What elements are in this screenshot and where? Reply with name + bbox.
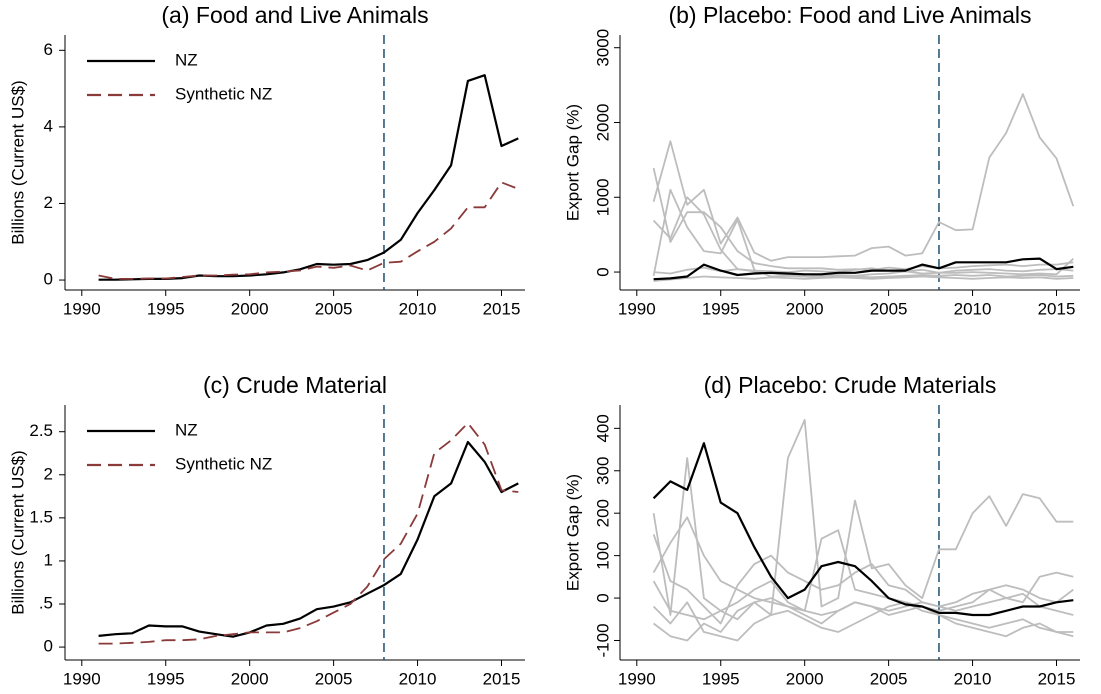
series-line <box>652 196 1074 277</box>
y-tick-label: 300 <box>593 457 612 485</box>
x-tick-label: 1990 <box>618 299 656 318</box>
y-tick-label: 1 <box>44 550 53 569</box>
x-tick-label: 1995 <box>702 669 740 688</box>
x-tick-label: 2010 <box>399 299 437 318</box>
y-axis-label: Export Gap (%) <box>563 104 582 221</box>
x-tick-label: 2000 <box>786 669 824 688</box>
legend-box <box>74 40 306 118</box>
legend-label: Synthetic NZ <box>175 454 272 473</box>
x-tick-label: 1995 <box>147 299 185 318</box>
x-tick-label: 2010 <box>954 299 992 318</box>
x-tick-label: 2015 <box>483 669 521 688</box>
x-tick-label: 2005 <box>870 669 908 688</box>
x-tick-label: 1995 <box>702 299 740 318</box>
y-axis-label: Billions (Current US$) <box>8 80 27 244</box>
series-line <box>98 422 519 645</box>
x-tick-label: 2000 <box>231 299 269 318</box>
series-line <box>653 275 1074 282</box>
y-tick-label: 6 <box>44 40 53 59</box>
legend-label: Synthetic NZ <box>175 84 272 103</box>
series-line <box>652 188 1074 279</box>
legend-label: NZ <box>175 420 198 439</box>
legend-box <box>74 410 306 488</box>
x-tick-label: 2015 <box>1038 299 1076 318</box>
series-line <box>652 419 1074 621</box>
y-tick-label: 2000 <box>593 104 612 142</box>
x-tick-label: 2005 <box>315 299 353 318</box>
panel: (b) Placebo: Food and Live Animals 1990 19… <box>563 2 1080 318</box>
series-line <box>652 601 1074 642</box>
series-line <box>652 167 1074 271</box>
y-tick-label: 200 <box>593 499 612 527</box>
x-tick-label: 1990 <box>618 669 656 688</box>
legend-label: NZ <box>175 50 198 69</box>
series-line <box>98 181 519 280</box>
series-line <box>652 534 1074 625</box>
x-tick-label: 2015 <box>483 299 521 318</box>
y-tick-label: 2 <box>44 464 53 483</box>
chart-title: (d) Placebo: Crude Materials <box>704 372 997 398</box>
y-axis-label: Export Gap (%) <box>563 474 582 591</box>
chart-title: (c) Crude Material <box>203 372 387 398</box>
x-tick-label: 2005 <box>315 669 353 688</box>
y-tick-label: 100 <box>593 541 612 569</box>
y-tick-label: -100 <box>593 623 612 657</box>
x-tick-label: 2010 <box>399 669 437 688</box>
y-tick-label: 2.5 <box>29 421 53 440</box>
series-line <box>652 580 1074 621</box>
legend: NZ Synthetic NZ <box>74 40 306 118</box>
y-tick-label: 3000 <box>593 29 612 67</box>
y-tick-label: 0 <box>44 637 53 656</box>
x-tick-label: 2000 <box>786 299 824 318</box>
x-tick-label: 1995 <box>147 669 185 688</box>
x-tick-label: 2000 <box>231 669 269 688</box>
chart-title: (b) Placebo: Food and Live Animals <box>668 2 1031 28</box>
y-tick-label: 400 <box>593 414 612 442</box>
y-tick-label: 1000 <box>593 178 612 216</box>
x-tick-label: 1990 <box>63 669 101 688</box>
x-tick-label: 2010 <box>954 669 992 688</box>
y-tick-label: 4 <box>44 116 53 135</box>
series-line <box>652 516 1074 612</box>
series-line <box>98 440 519 638</box>
legend: NZ Synthetic NZ <box>74 410 306 488</box>
x-tick-label: 2005 <box>870 299 908 318</box>
y-axis-label: Billions (Current US$) <box>8 450 27 614</box>
x-tick-label: 2015 <box>1038 669 1076 688</box>
y-tick-label: 0 <box>593 267 612 276</box>
series-line <box>652 93 1075 262</box>
y-tick-label: 0 <box>44 270 53 289</box>
y-tick-label: 2 <box>44 193 53 212</box>
y-tick-label: .5 <box>39 593 53 612</box>
chart-title: (a) Food and Live Animals <box>161 2 428 28</box>
y-tick-label: 1.5 <box>29 507 53 526</box>
y-tick-label: 0 <box>593 593 612 602</box>
panel: (a) Food and Live Animals 1990 1995 2000 200… <box>8 2 525 318</box>
series-line <box>653 257 1074 281</box>
x-tick-label: 1990 <box>63 299 101 318</box>
series-line <box>652 442 1074 617</box>
